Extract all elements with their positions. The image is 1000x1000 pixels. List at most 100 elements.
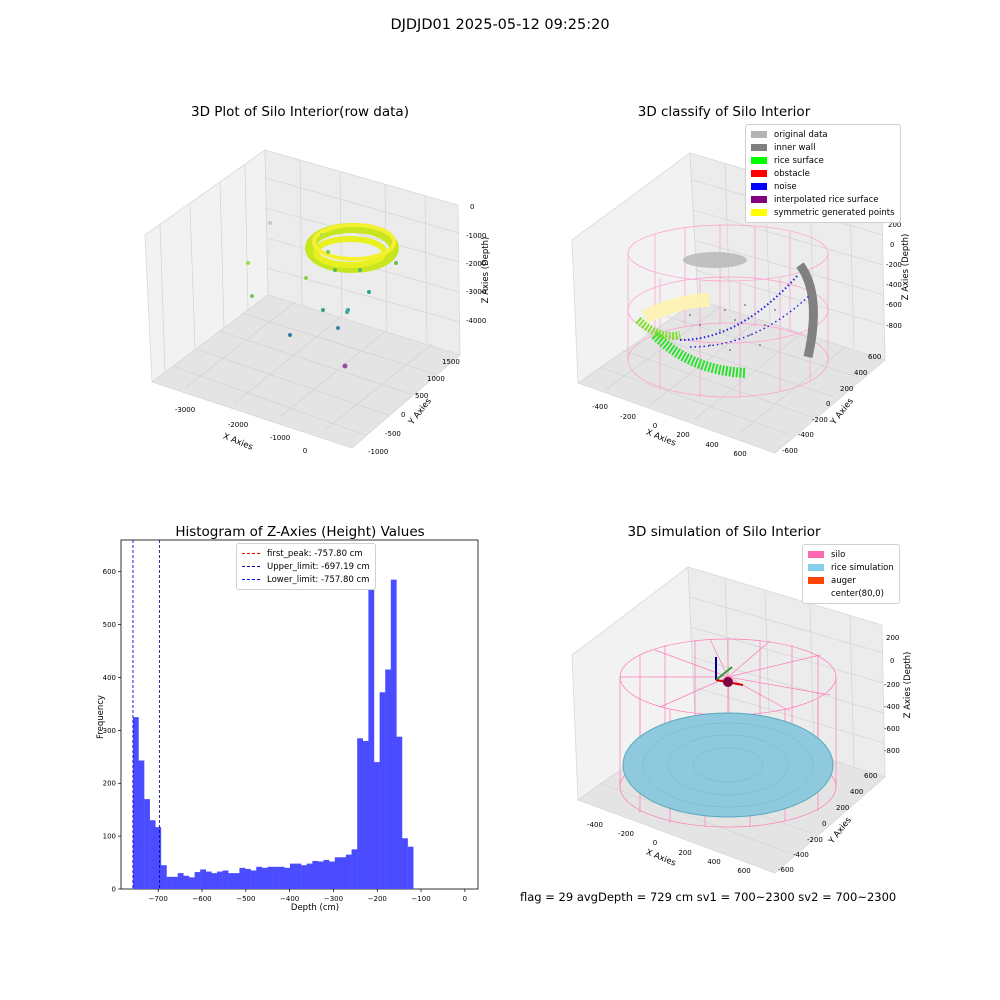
hist-bar	[183, 875, 190, 889]
hist-bar	[267, 866, 274, 889]
hist-x-ticks: −700 −600 −500 −400 −300 −200 −100 0	[149, 889, 467, 903]
hist-bar	[172, 876, 178, 889]
hist-y-tick-label: 400	[103, 674, 116, 682]
panel4-title: 3D simulation of Silo Interior	[627, 524, 821, 540]
legend-label: symmetric generated points	[774, 207, 895, 218]
p2-legend-item: original data	[751, 128, 895, 141]
p2-xtick: 400	[705, 441, 718, 449]
p4-legend: silo rice simulation auger center(80,0)	[802, 544, 900, 604]
p2-ytick: -400	[798, 431, 814, 439]
p4-ytick: -200	[807, 836, 823, 844]
p1-xtick: -1000	[270, 434, 290, 442]
legend-swatch	[751, 183, 767, 190]
p2-legend-item: rice surface	[751, 154, 895, 167]
p4-ytick: -400	[793, 851, 809, 859]
p3-legend-item: Upper_limit: -697.19 cm	[242, 560, 370, 573]
legend-label: original data	[774, 129, 828, 140]
p2-ytick: 200	[840, 385, 853, 393]
p3-legend-item: first_peak: -757.80 cm	[242, 547, 370, 560]
legend-swatch	[751, 131, 767, 138]
p1-ztick: 0	[470, 203, 474, 211]
legend-line	[242, 579, 260, 580]
hist-bar	[306, 863, 313, 889]
hist-bar	[407, 846, 414, 889]
hist-x-tick-label: −100	[411, 895, 430, 903]
panel3-title: Histogram of Z-Axies (Height) Values	[175, 524, 425, 540]
legend-label: rice surface	[774, 155, 824, 166]
legend-swatch	[751, 157, 767, 164]
p1-zlabel: Z Axies (Depth)	[481, 237, 490, 304]
legend-swatch	[808, 564, 824, 571]
hist-bar	[233, 873, 240, 889]
hist-bar	[345, 854, 352, 889]
hist-y-tick-label: 100	[103, 833, 116, 841]
legend-swatch	[751, 144, 767, 151]
legend-label: obstacle	[774, 168, 810, 179]
p2-ytick: 0	[826, 400, 830, 408]
hist-bar	[317, 861, 324, 889]
hist-bar	[362, 740, 369, 889]
hist-bar	[374, 762, 380, 889]
legend-label: Lower_limit: -757.80 cm	[267, 574, 370, 585]
hist-bar	[200, 869, 207, 889]
hist-bar	[149, 820, 156, 889]
p2-legend-item: obstacle	[751, 167, 895, 180]
hist-bar	[357, 738, 363, 889]
hist-bar	[166, 876, 173, 889]
p2-xtick: 600	[733, 450, 746, 458]
hist-bars	[132, 555, 414, 889]
hist-x-tick-label: −400	[280, 895, 299, 903]
legend-swatch	[751, 196, 767, 203]
p4-ztick: -400	[884, 703, 900, 711]
p2-legend: original data inner wall rice surface ob…	[745, 124, 901, 223]
hist-bar	[368, 555, 375, 889]
p4-xtick: 200	[678, 849, 691, 857]
p1-xlabel: X Axies	[221, 432, 254, 453]
p4-ytick: 0	[822, 820, 826, 828]
hist-bar	[301, 865, 307, 889]
p2-ztick: 0	[890, 241, 894, 249]
p4-ztick: 0	[890, 657, 894, 665]
legend-label: inner wall	[774, 142, 816, 153]
p1-ztick: -4000	[466, 317, 486, 325]
p2-xtick: -400	[592, 403, 608, 411]
hist-bar	[351, 849, 358, 889]
p1-ytick: 1000	[427, 375, 445, 383]
p1-xtick: -2000	[228, 421, 248, 429]
status-footer: flag = 29 avgDepth = 729 cm sv1 = 700~23…	[520, 890, 897, 904]
hist-bar	[273, 866, 279, 889]
p4-ztick: -800	[884, 747, 900, 755]
p4-ztick: -200	[884, 681, 900, 689]
hist-bar	[390, 579, 397, 889]
p4-ztick: 200	[886, 634, 899, 642]
p4-xtick: -400	[587, 821, 603, 829]
p1-xtick: -3000	[175, 406, 195, 414]
p2-zlabel: Z Axies (Depth)	[901, 234, 911, 301]
hist-bar	[138, 760, 145, 889]
hist-y-ticks: 0 100 200 300 400 500 600	[103, 568, 121, 894]
p2-ztick: -200	[886, 261, 902, 269]
p1-ytick: -1000	[368, 448, 388, 456]
p3-legend-item: Lower_limit: -757.80 cm	[242, 573, 370, 586]
p4-ytick: 600	[864, 772, 877, 780]
hist-bar	[228, 873, 235, 889]
p4-xtick: 400	[707, 858, 720, 866]
hist-bar	[245, 868, 251, 889]
hist-x-tick-label: −700	[149, 895, 168, 903]
hist-y-tick-label: 200	[103, 780, 116, 788]
p1-ytick: 0	[401, 411, 405, 419]
hist-bar	[396, 736, 403, 889]
hist-lines	[132, 540, 160, 889]
hist-bar	[177, 873, 184, 889]
hist-bar	[385, 669, 392, 889]
p2-points	[635, 252, 818, 378]
p1-ytick: -500	[385, 430, 401, 438]
panel1-points	[246, 221, 399, 369]
panel1-plot: -3000 -2000 -1000 0 -1000 -500 0 500 100…	[144, 149, 490, 456]
p2-ztick: -600	[886, 301, 902, 309]
p4-ztick: -600	[884, 725, 900, 733]
hist-y-tick-label: 300	[103, 727, 116, 735]
p1-ztick: -3000	[466, 288, 486, 296]
p4-zlabel: Z Axies (Depth)	[903, 652, 913, 719]
legend-label: rice simulation	[831, 562, 894, 573]
